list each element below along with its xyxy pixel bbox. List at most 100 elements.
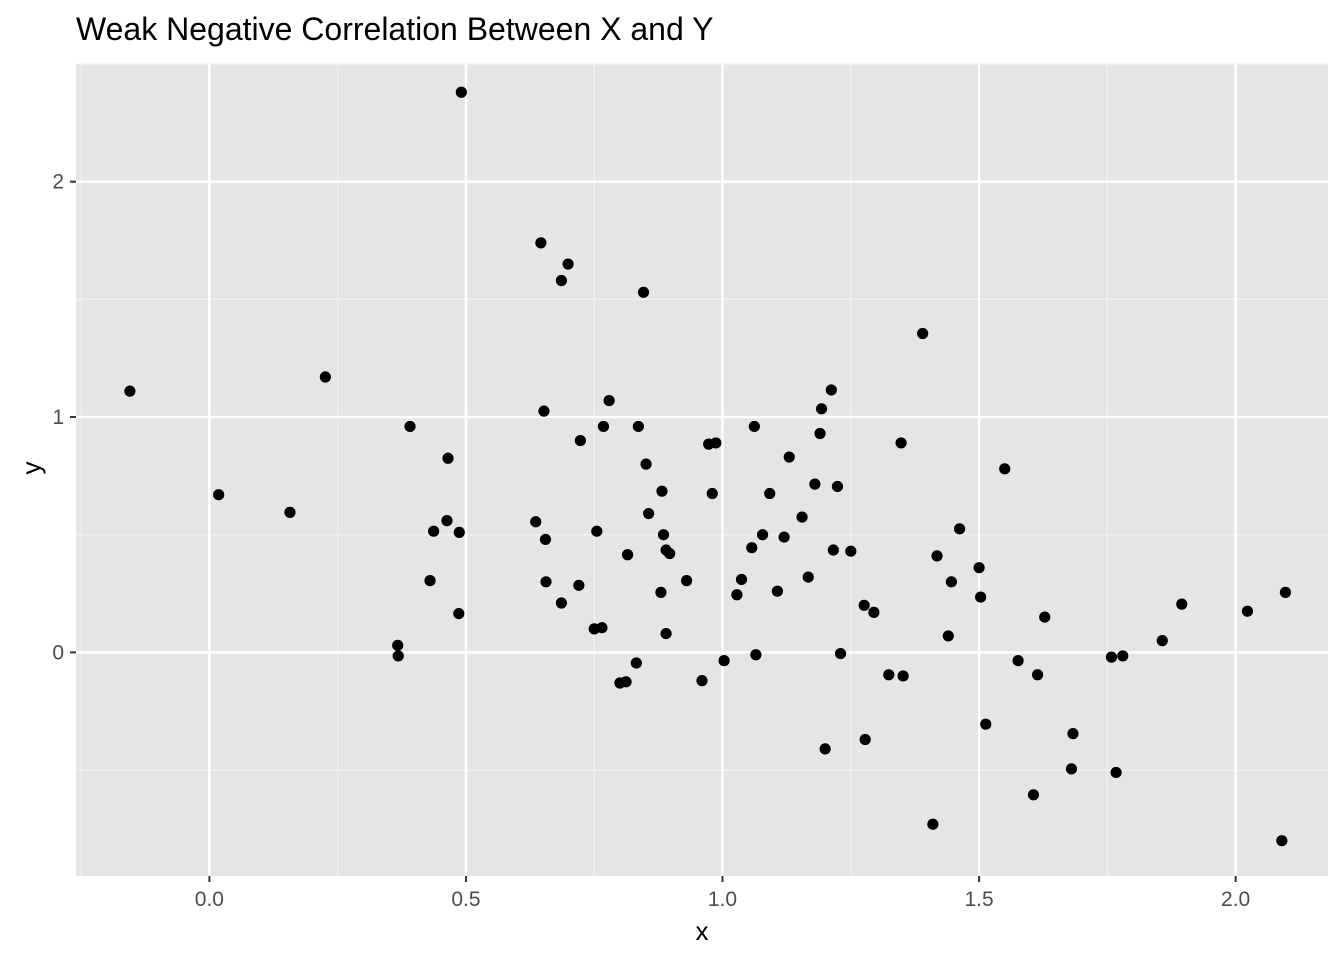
data-point (809, 478, 821, 490)
data-point (796, 511, 808, 523)
data-point (213, 489, 225, 501)
data-point (746, 542, 758, 554)
data-point (656, 485, 668, 497)
data-point (945, 576, 957, 588)
data-point (124, 385, 136, 397)
data-point (696, 675, 708, 687)
data-point (999, 463, 1011, 475)
data-point (530, 516, 542, 528)
data-points (124, 86, 1292, 847)
data-point (453, 607, 465, 620)
data-point (1156, 635, 1168, 647)
x-tick-label: 2.0 (1221, 888, 1250, 911)
data-point (453, 526, 465, 538)
data-point (831, 480, 844, 493)
data-point (657, 529, 670, 541)
data-point (895, 437, 907, 449)
data-point (706, 487, 718, 500)
data-point (591, 525, 603, 537)
data-point (931, 550, 943, 562)
data-point (783, 451, 795, 463)
y-tick-label: 2 (52, 171, 64, 194)
data-point (953, 523, 966, 535)
data-point (845, 545, 857, 557)
data-point (681, 575, 693, 587)
data-point (815, 403, 828, 415)
data-point (819, 743, 831, 755)
data-point (540, 576, 552, 588)
data-point (973, 562, 985, 574)
data-point (1027, 789, 1040, 801)
data-point (455, 86, 467, 98)
data-point (441, 515, 453, 527)
x-tick-label: 0.0 (195, 888, 224, 911)
data-point (1110, 766, 1122, 779)
data-point (442, 452, 454, 464)
data-point (562, 258, 574, 270)
data-point (538, 405, 550, 417)
data-point (424, 575, 436, 587)
data-point (834, 647, 847, 660)
x-tick-label: 0.5 (451, 888, 480, 911)
data-point (748, 420, 760, 433)
data-point (883, 669, 895, 681)
data-point (735, 573, 748, 586)
data-point (868, 606, 880, 618)
data-point (980, 718, 992, 730)
data-point (1279, 586, 1292, 598)
y-tick-label: 0 (52, 641, 64, 664)
data-point (1276, 835, 1288, 847)
data-point (535, 237, 547, 249)
x-tick-label: 1.5 (964, 888, 993, 911)
data-point (574, 434, 586, 447)
data-point (539, 533, 552, 546)
x-axis: 0.0 0.5 1.0 1.5 2.0 (195, 876, 1250, 911)
data-point (284, 506, 296, 518)
data-point (655, 586, 667, 598)
data-point (927, 818, 939, 830)
x-axis-title: x (696, 916, 709, 946)
data-point (596, 622, 608, 634)
data-point (621, 549, 634, 561)
data-point (764, 487, 776, 500)
data-point (1241, 605, 1254, 617)
data-point (802, 571, 814, 583)
data-point (975, 591, 987, 603)
data-point (778, 531, 790, 543)
plot-panel (76, 64, 1328, 876)
data-point (573, 579, 585, 591)
data-point (637, 286, 650, 298)
data-point (1067, 728, 1079, 740)
data-point (664, 547, 676, 560)
data-point (603, 394, 615, 407)
data-point (731, 589, 743, 601)
data-point (428, 525, 440, 537)
data-point (756, 529, 769, 541)
chart-title: Weak Negative Correlation Between X and … (76, 11, 713, 47)
data-point (710, 437, 722, 449)
data-point (319, 371, 331, 383)
data-point (1039, 611, 1051, 623)
minor-gridlines (76, 63, 1328, 876)
y-tick-label: 1 (52, 406, 64, 429)
data-point (404, 420, 416, 433)
data-point (771, 585, 784, 597)
data-point (718, 655, 730, 667)
data-point (897, 670, 909, 682)
data-point (1031, 669, 1044, 681)
data-point (392, 650, 404, 662)
y-axis: 0 1 2 (52, 171, 76, 664)
data-point (660, 627, 672, 640)
data-point (632, 420, 644, 433)
data-point (942, 630, 954, 642)
data-point (750, 649, 762, 661)
data-point (859, 733, 871, 746)
data-point (1117, 650, 1129, 662)
data-point (643, 507, 655, 520)
data-point (1065, 763, 1078, 775)
data-point (555, 597, 568, 609)
data-point (1176, 598, 1188, 610)
data-point (597, 420, 610, 433)
data-point (858, 599, 870, 611)
